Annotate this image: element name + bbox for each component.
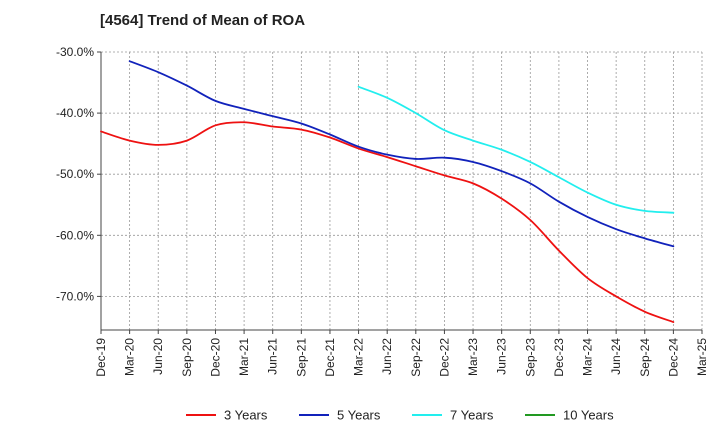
series-line-7-years [357, 85, 675, 214]
x-tick-label: Jun-24 [609, 338, 623, 375]
x-tick-label: Dec-21 [323, 338, 337, 377]
x-tick-label: Dec-23 [552, 338, 566, 377]
axes [100, 52, 702, 331]
legend-label-5-years: 5 Years [337, 408, 381, 423]
x-tick-label: Jun-20 [151, 338, 165, 375]
x-tick-label: Sep-22 [409, 338, 423, 377]
x-tick-label: Sep-21 [294, 338, 308, 377]
series-line-3-years [100, 121, 675, 323]
y-tick-label: -70.0% [56, 289, 94, 303]
y-axis-ticks: -30.0% -40.0% -50.0% -60.0% -70.0% [56, 45, 101, 303]
x-tick-label: Mar-22 [352, 338, 366, 376]
x-tick-label: Mar-21 [237, 338, 251, 376]
x-tick-label: Dec-24 [666, 338, 680, 377]
series-lines [100, 60, 675, 323]
legend-label-7-years: 7 Years [450, 408, 494, 423]
legend: 3 Years 5 Years 7 Years 10 Years [186, 408, 614, 423]
x-tick-label: Dec-22 [437, 338, 451, 377]
y-tick-label: -60.0% [56, 228, 94, 242]
legend-label-10-years: 10 Years [563, 408, 614, 423]
y-tick-label: -50.0% [56, 167, 94, 181]
x-tick-label: Mar-24 [581, 338, 595, 376]
grid-lines [100, 51, 703, 330]
legend-label-3-years: 3 Years [224, 408, 268, 423]
y-tick-label: -30.0% [56, 45, 94, 59]
x-tick-label: Jun-21 [266, 338, 280, 375]
x-tick-label: Mar-20 [123, 338, 137, 376]
x-tick-label: Jun-23 [495, 338, 509, 375]
y-tick-label: -40.0% [56, 106, 94, 120]
series-line-5-years [128, 60, 675, 248]
x-axis-ticks: Dec-19 Mar-20 Jun-20 Sep-20 Dec-20 Mar-21 Jun-… [94, 330, 709, 377]
x-tick-label: Mar-23 [466, 338, 480, 376]
x-tick-label: Sep-23 [523, 338, 537, 377]
x-tick-label: Sep-24 [638, 338, 652, 377]
x-tick-label: Jun-22 [380, 338, 394, 375]
x-tick-label: Sep-20 [180, 338, 194, 377]
x-tick-label: Mar-25 [695, 338, 709, 376]
chart-title: [4564] Trend of Mean of ROA [100, 12, 306, 29]
x-tick-label: Dec-19 [94, 338, 108, 377]
x-tick-label: Dec-20 [208, 338, 222, 377]
